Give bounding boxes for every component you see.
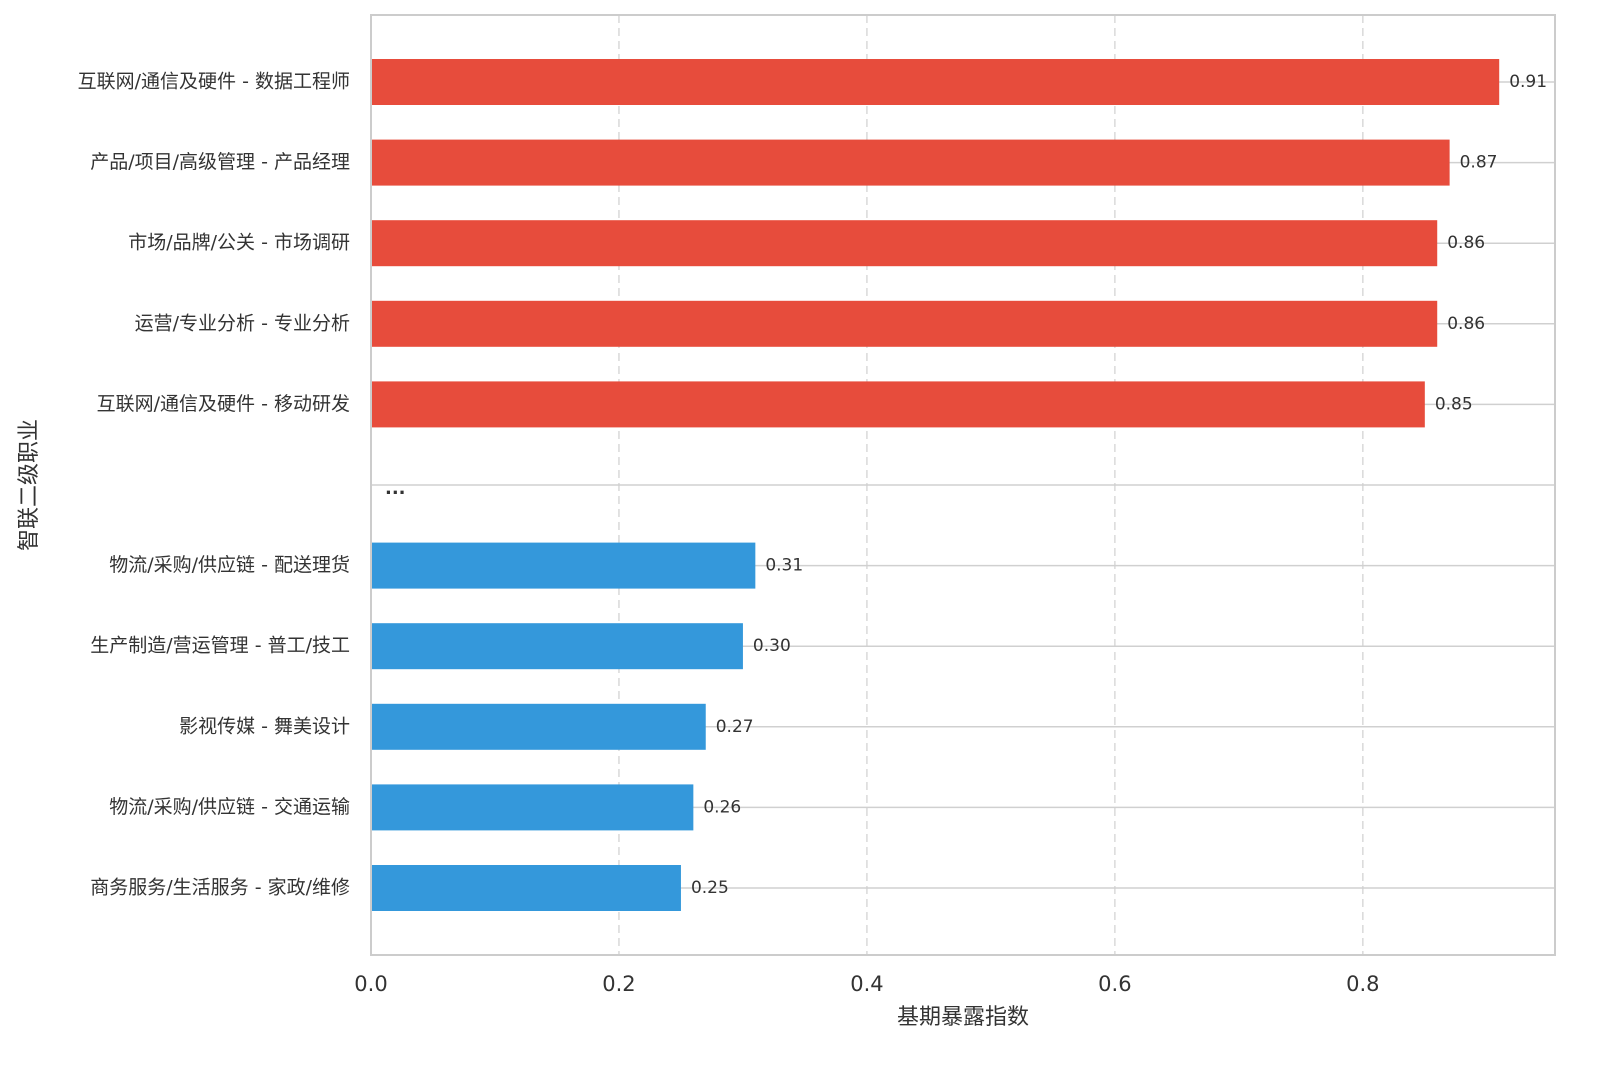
value-label: 0.86 [1447,233,1485,253]
annotation: ... [385,478,406,499]
y-tick-label: 商务服务/生活服务 - 家政/维修 [90,877,350,899]
y-tick-label: 影视传媒 - 舞美设计 [179,715,350,737]
x-tick-label: 0.2 [602,972,635,996]
bar [371,59,1500,105]
y-tick-label: 产品/项目/高级管理 - 产品经理 [90,151,350,173]
y-tick-label: 互联网/通信及硬件 - 数据工程师 [78,71,350,93]
value-label: 0.26 [703,797,741,817]
x-tick-label: 0.8 [1346,972,1379,996]
y-tick-label: 生产制造/营运管理 - 普工/技工 [90,635,350,657]
y-tick-label: 物流/采购/供应链 - 交通运输 [109,796,350,818]
value-label: 0.27 [716,717,754,737]
bar [371,139,1450,186]
x-tick-label: 0.6 [1098,972,1131,996]
bar [371,542,756,589]
y-tick-label: 物流/采购/供应链 - 配送理货 [109,554,350,576]
value-label: 0.85 [1435,394,1473,414]
bar [371,220,1438,267]
plot-frame [370,14,1556,956]
y-axis-label: 智联二级职业 [17,419,42,551]
value-label: 0.86 [1447,314,1485,334]
bar [371,381,1425,428]
value-label: 0.91 [1509,72,1547,92]
x-tick-label: 0.0 [354,972,387,996]
x-axis-label: 基期暴露指数 [897,1005,1029,1030]
value-label: 0.30 [753,636,791,656]
x-tick-label: 0.4 [850,972,883,996]
bar [371,703,706,750]
bar [371,865,681,911]
value-label: 0.25 [691,878,729,898]
bar [371,784,694,831]
y-tick-label: 市场/品牌/公关 - 市场调研 [128,232,350,254]
bar [371,300,1438,347]
value-label: 0.87 [1460,153,1498,173]
bar [371,623,743,670]
y-tick-label: 互联网/通信及硬件 - 移动研发 [97,393,350,415]
value-label: 0.31 [765,556,803,576]
y-tick-label: 运营/专业分析 - 专业分析 [135,312,350,334]
